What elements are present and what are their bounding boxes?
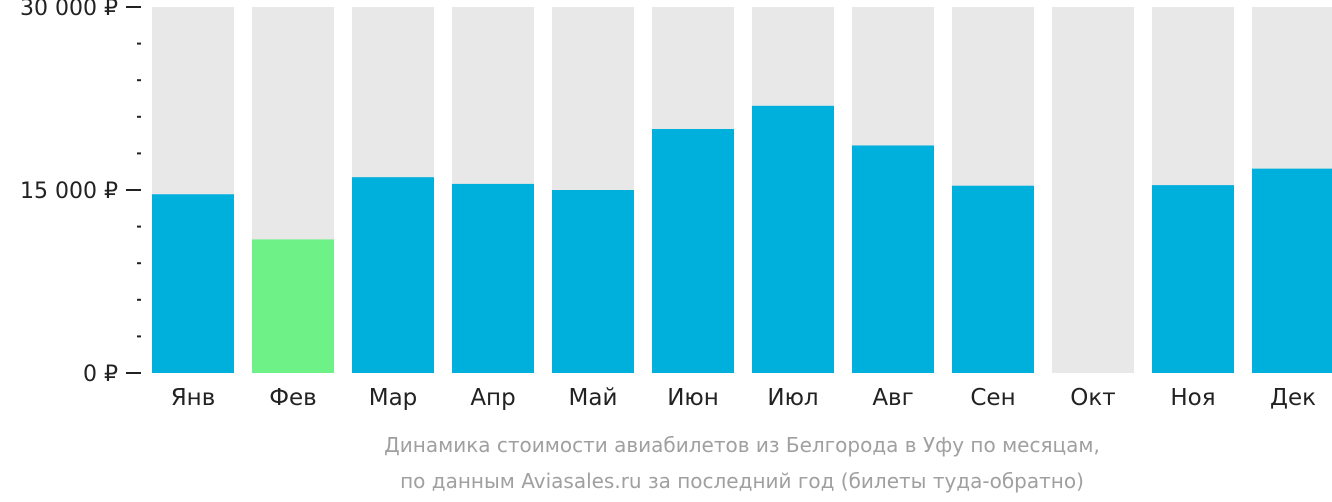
bar-6[interactable] <box>652 129 734 373</box>
x-axis-labels: Янв Фев Мар Апр Май Июн Июл Авг Сен Окт Ноя Дек <box>171 385 1316 411</box>
bar-12[interactable] <box>1252 168 1332 373</box>
y-tick-label-2: 15 000 ₽ <box>20 179 118 204</box>
x-tick-label-8: Авг <box>872 385 913 411</box>
x-tick-label-5: Май <box>569 385 618 411</box>
x-tick-label-10: Окт <box>1070 385 1115 411</box>
x-tick-label-7: Июл <box>767 385 818 411</box>
x-tick-label-4: Апр <box>470 385 515 411</box>
bar-3[interactable] <box>352 177 434 373</box>
x-tick-label-9: Сен <box>970 385 1015 411</box>
caption-line-1: Динамика стоимости авиабилетов из Белгор… <box>384 433 1100 457</box>
bar-8[interactable] <box>852 145 934 373</box>
bar-9[interactable] <box>952 185 1034 373</box>
bar-5[interactable] <box>552 190 634 373</box>
bar-11[interactable] <box>1152 185 1234 373</box>
x-tick-label-12: Дек <box>1270 385 1316 411</box>
x-tick-label-11: Ноя <box>1170 385 1215 411</box>
bar-7[interactable] <box>752 105 834 373</box>
bar-1[interactable] <box>152 194 234 373</box>
bar-track-10 <box>1052 7 1134 373</box>
y-tick-label-3: 30 000 ₽ <box>20 0 118 21</box>
chart-caption: Динамика стоимости авиабилетов из Белгор… <box>384 433 1100 493</box>
x-tick-label-3: Мар <box>369 385 418 411</box>
x-tick-label-6: Июн <box>667 385 719 411</box>
y-axis: 0 ₽ 15 000 ₽ 30 000 ₽ <box>20 0 141 387</box>
caption-line-2: по данным Aviasales.ru за последний год … <box>400 469 1084 493</box>
bar-2[interactable] <box>252 239 334 373</box>
x-tick-label-1: Янв <box>171 385 216 411</box>
x-tick-label-2: Фев <box>269 385 317 411</box>
bars <box>152 105 1332 373</box>
bar-4[interactable] <box>452 183 534 373</box>
y-tick-label-1: 0 ₽ <box>83 362 118 387</box>
